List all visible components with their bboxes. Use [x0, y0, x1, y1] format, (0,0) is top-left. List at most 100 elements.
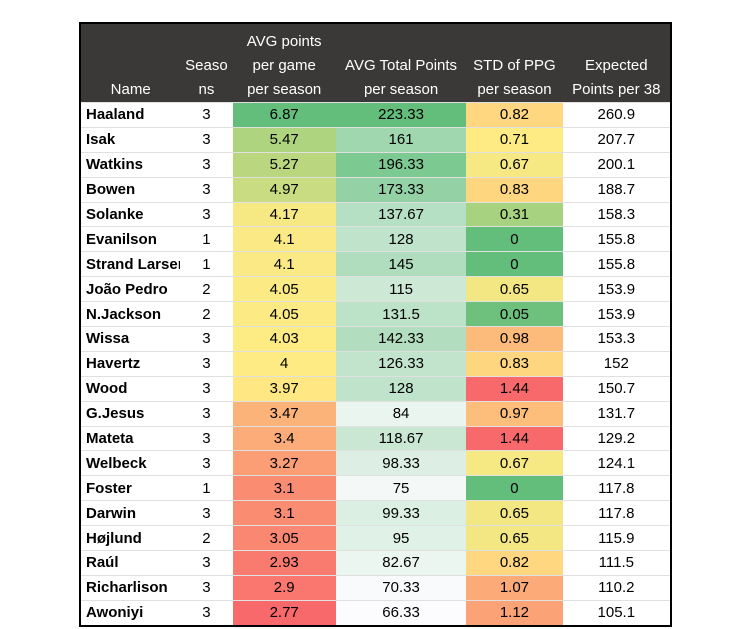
cell-expected: 111.5: [562, 550, 671, 576]
cell-seasons: 2: [180, 525, 233, 551]
cell-expected: 124.1: [562, 450, 671, 476]
table-row: Wood 3 3.97 128 1.44 150.7: [80, 375, 671, 402]
table-row: Solanke 3 4.17 137.67 0.31 158.3: [80, 201, 671, 227]
cell-std-ppg: 0.71: [466, 126, 563, 153]
cell-avg-total: 145: [335, 251, 467, 277]
cell-name: João Pedro: [80, 276, 181, 302]
cell-avg-total: 196.33: [335, 151, 467, 178]
cell-std-ppg: 1.07: [466, 574, 563, 601]
cell-seasons: 3: [180, 550, 233, 576]
cell-expected: 129.2: [562, 425, 671, 451]
cell-name: Mateta: [80, 425, 181, 451]
cell-expected: 110.2: [562, 574, 671, 601]
table-row: Awoniyi 3 2.77 66.33 1.12 105.1: [80, 599, 671, 626]
cell-avg-total: 95: [335, 525, 467, 551]
cell-name: Solanke: [80, 201, 181, 227]
cell-std-ppg: 1.44: [466, 425, 563, 451]
table-row: Wissa 3 4.03 142.33 0.98 153.3: [80, 326, 671, 352]
table-row: Strand Larser 1 4.1 145 0 155.8: [80, 251, 671, 277]
cell-expected: 153.3: [562, 326, 671, 352]
cell-avg-ppg: 3.47: [232, 400, 336, 427]
cell-avg-total: 118.67: [335, 425, 467, 451]
cell-expected: 155.8: [562, 226, 671, 252]
cell-expected: 153.9: [562, 301, 671, 327]
cell-avg-total: 137.67: [335, 201, 467, 227]
cell-name: Wissa: [80, 326, 181, 352]
cell-expected: 188.7: [562, 176, 671, 203]
cell-avg-total: 142.33: [335, 326, 467, 352]
cell-std-ppg: 0.97: [466, 400, 563, 427]
cell-seasons: 3: [180, 201, 233, 227]
cell-expected: 207.7: [562, 126, 671, 153]
cell-avg-total: 128: [335, 226, 467, 252]
cell-avg-total: 66.33: [335, 599, 467, 626]
cell-seasons: 3: [180, 425, 233, 451]
cell-avg-total: 126.33: [335, 350, 467, 377]
cell-avg-total: 75: [335, 475, 467, 501]
cell-avg-ppg: 4.1: [232, 226, 336, 252]
table-row: Foster 1 3.1 75 0 117.8: [80, 475, 671, 501]
cell-expected: 200.1: [562, 151, 671, 178]
cell-name: Darwin: [80, 500, 181, 526]
cell-std-ppg: 0: [466, 226, 563, 252]
cell-avg-total: 173.33: [335, 176, 467, 203]
cell-expected: 153.9: [562, 276, 671, 302]
cell-avg-ppg: 6.87: [232, 102, 336, 128]
cell-name: N.Jackson: [80, 301, 181, 327]
cell-avg-total: 70.33: [335, 574, 467, 601]
cell-avg-ppg: 3.05: [232, 525, 336, 551]
cell-expected: 260.9: [562, 102, 671, 128]
column-header-name: Name: [80, 23, 181, 103]
cell-name: Isak: [80, 126, 181, 153]
cell-seasons: 3: [180, 102, 233, 128]
cell-std-ppg: 0.65: [466, 500, 563, 526]
table-row: N.Jackson 2 4.05 131.5 0.05 153.9: [80, 301, 671, 327]
table-row: Richarlison 3 2.9 70.33 1.07 110.2: [80, 574, 671, 601]
cell-seasons: 1: [180, 251, 233, 277]
table-row: Welbeck 3 3.27 98.33 0.67 124.1: [80, 450, 671, 476]
cell-avg-total: 223.33: [335, 102, 467, 128]
cell-name: Raúl: [80, 550, 181, 576]
table-row: Isak 3 5.47 161 0.71 207.7: [80, 126, 671, 153]
cell-avg-total: 99.33: [335, 500, 467, 526]
cell-avg-ppg: 4: [232, 350, 336, 377]
cell-expected: 117.8: [562, 475, 671, 501]
cell-expected: 105.1: [562, 599, 671, 626]
cell-std-ppg: 0.67: [466, 151, 563, 178]
cell-name: Awoniyi: [80, 599, 181, 626]
cell-avg-total: 82.67: [335, 550, 467, 576]
cell-std-ppg: 0.82: [466, 102, 563, 128]
column-header-expected: Expected Points per 38: [562, 23, 671, 103]
cell-seasons: 3: [180, 375, 233, 402]
table-row: Evanilson 1 4.1 128 0 155.8: [80, 226, 671, 252]
cell-avg-ppg: 3.97: [232, 375, 336, 402]
cell-avg-total: 131.5: [335, 301, 467, 327]
cell-avg-ppg: 3.1: [232, 500, 336, 526]
table-row: João Pedro 2 4.05 115 0.65 153.9: [80, 276, 671, 302]
cell-avg-total: 98.33: [335, 450, 467, 476]
cell-std-ppg: 0.98: [466, 326, 563, 352]
cell-avg-ppg: 4.03: [232, 326, 336, 352]
cell-name: G.Jesus: [80, 400, 181, 427]
cell-expected: 158.3: [562, 201, 671, 227]
cell-expected: 117.8: [562, 500, 671, 526]
cell-std-ppg: 0.65: [466, 525, 563, 551]
cell-avg-ppg: 4.97: [232, 176, 336, 203]
cell-seasons: 3: [180, 599, 233, 626]
table-row: Havertz 3 4 126.33 0.83 152: [80, 350, 671, 377]
cell-seasons: 3: [180, 326, 233, 352]
cell-name: Welbeck: [80, 450, 181, 476]
column-header-seasons: Seaso ns: [180, 23, 233, 103]
cell-seasons: 1: [180, 475, 233, 501]
cell-expected: 150.7: [562, 375, 671, 402]
cell-seasons: 2: [180, 301, 233, 327]
cell-seasons: 3: [180, 176, 233, 203]
cell-avg-ppg: 5.47: [232, 126, 336, 153]
column-header-avg-total: AVG Total Points per season: [335, 23, 467, 103]
cell-seasons: 2: [180, 276, 233, 302]
cell-seasons: 3: [180, 400, 233, 427]
cell-name: Strand Larser: [80, 251, 181, 277]
cell-std-ppg: 0.31: [466, 201, 563, 227]
cell-avg-ppg: 3.1: [232, 475, 336, 501]
cell-seasons: 3: [180, 151, 233, 178]
